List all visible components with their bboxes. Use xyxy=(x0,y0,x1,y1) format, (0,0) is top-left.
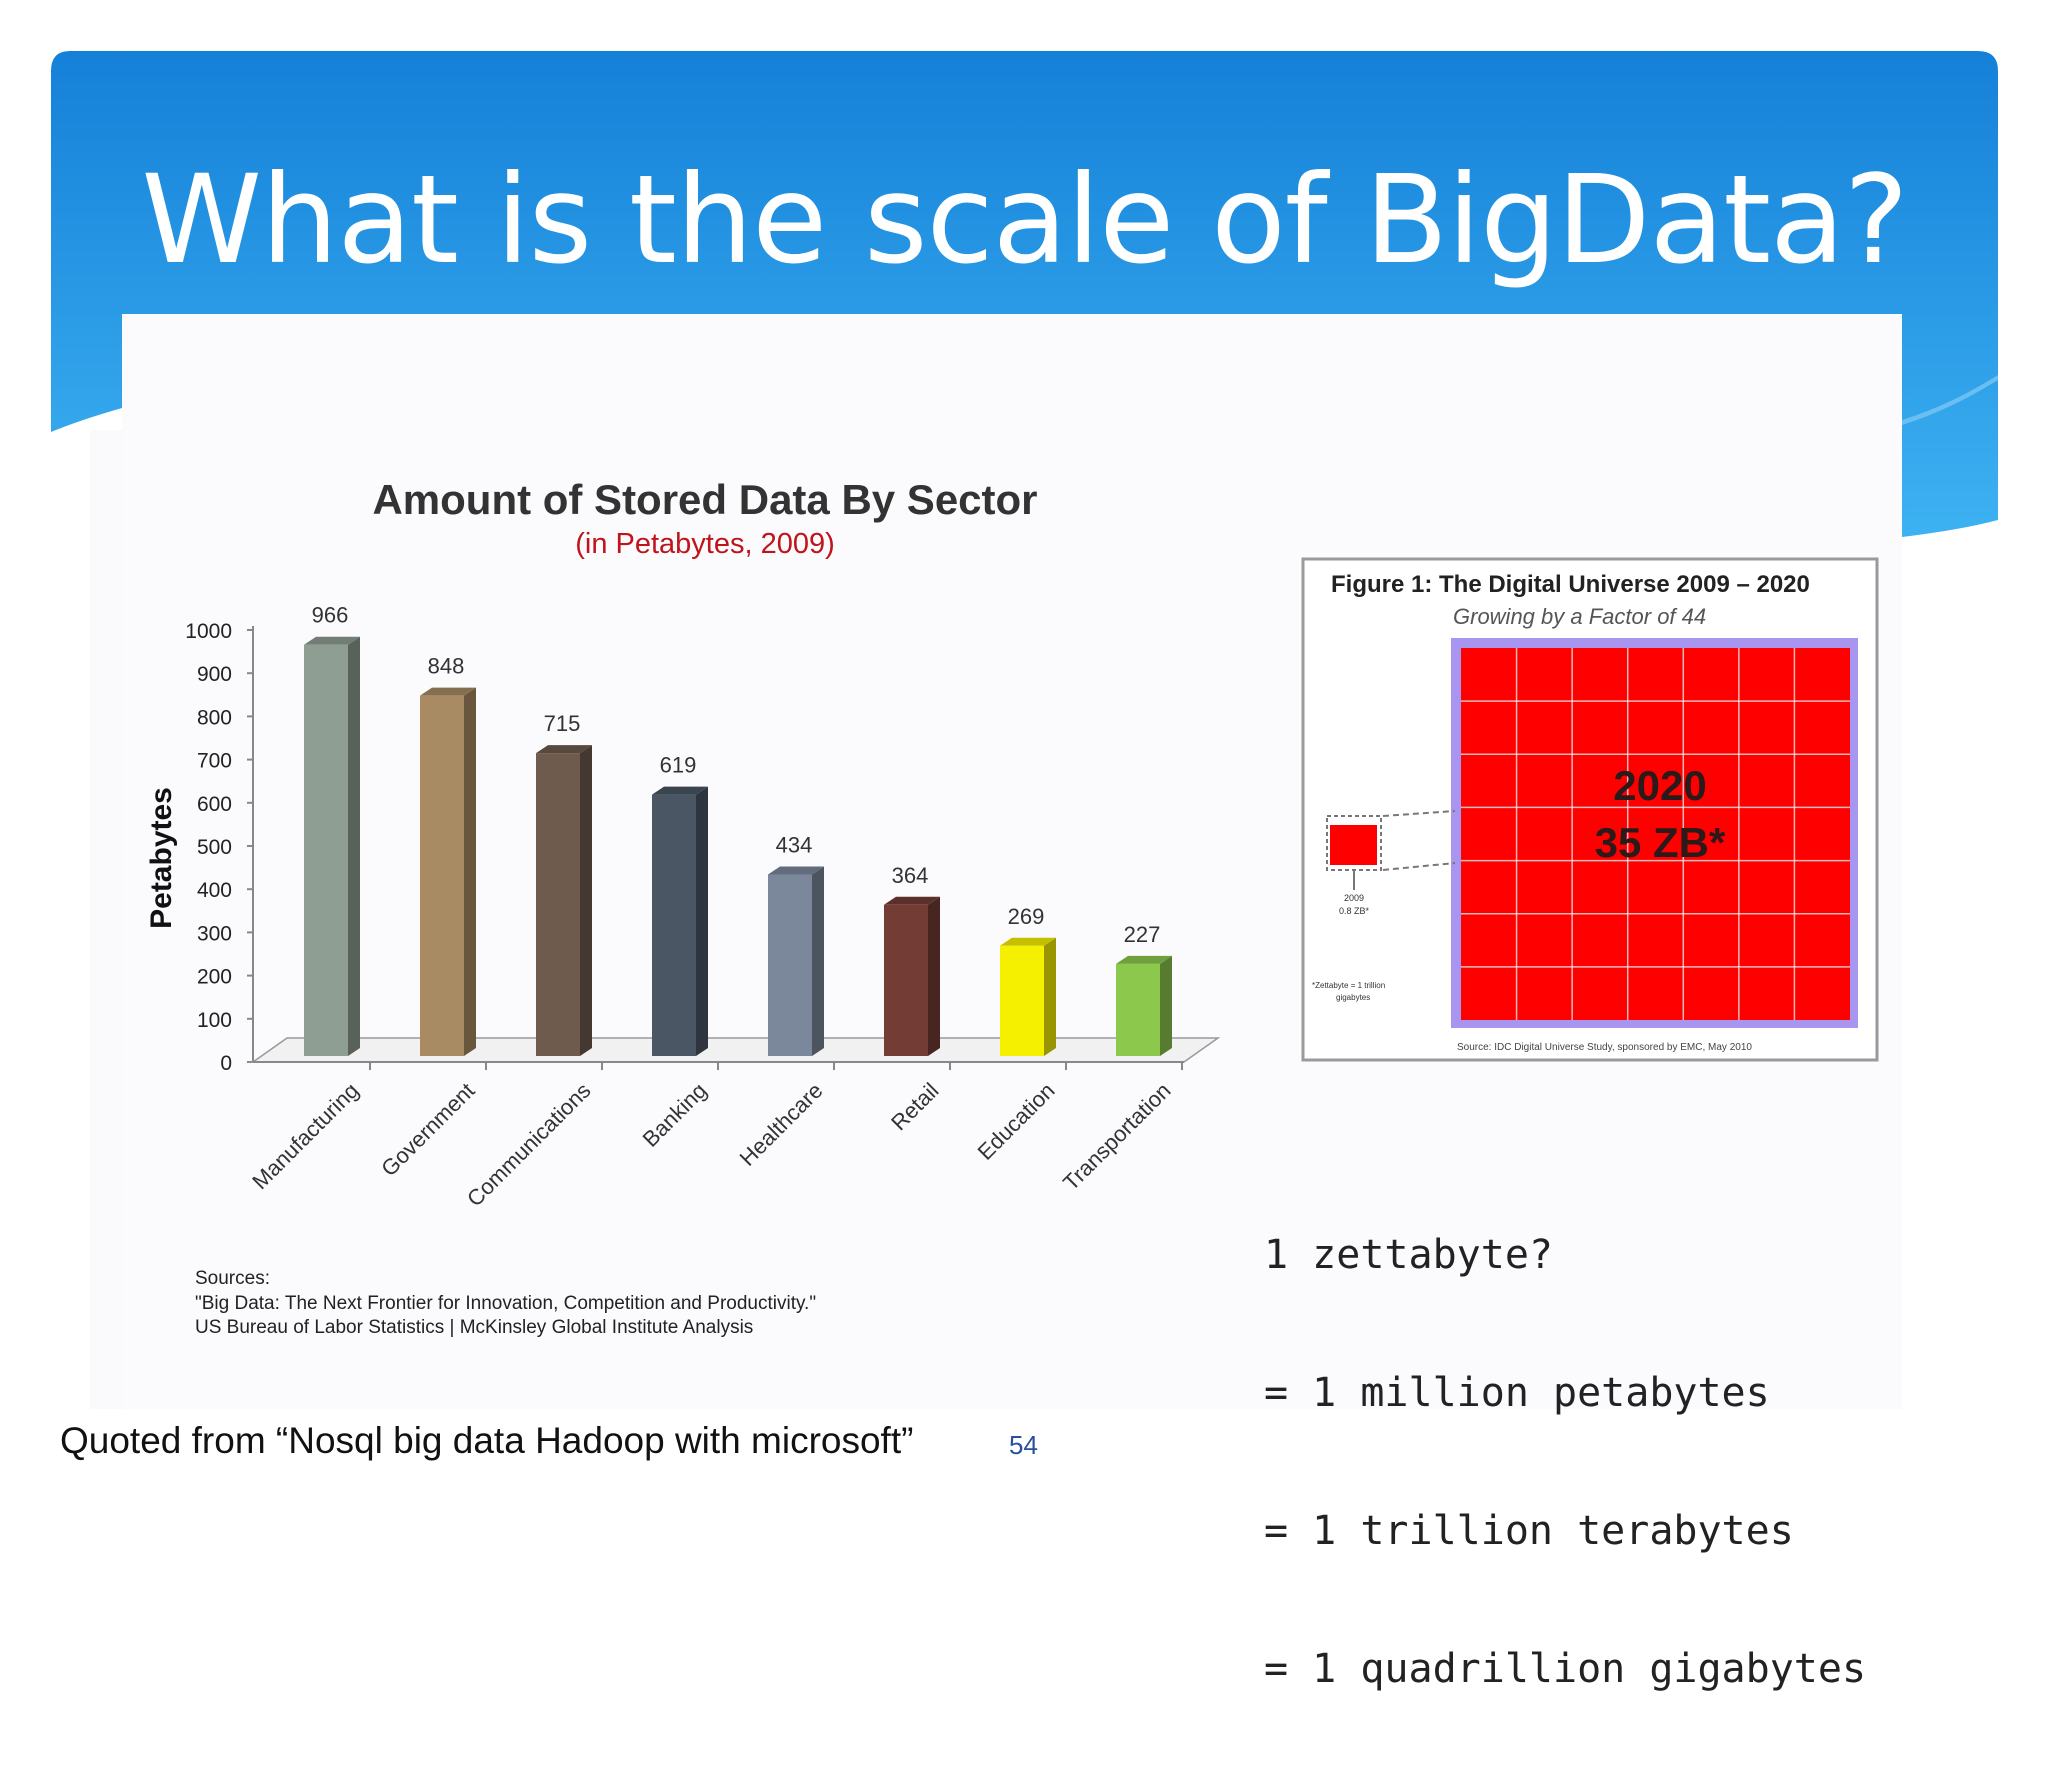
bar xyxy=(652,794,696,1056)
bar-top xyxy=(1116,955,1172,964)
figure-footnote-1: *Zettabyte = 1 trillion xyxy=(1312,981,1385,990)
footer-quote: Quoted from “Nosql big data Hadoop with … xyxy=(60,1420,914,1461)
bar-top xyxy=(652,786,708,795)
y-tick-label: 800 xyxy=(197,706,232,729)
chart-subtitle: (in Petabytes, 2009) xyxy=(575,528,835,560)
bar-side xyxy=(348,636,360,1056)
bar-value-label: 966 xyxy=(312,603,349,628)
bar-side xyxy=(1044,937,1056,1056)
big-block-2020 xyxy=(1461,648,1850,1020)
y-tick-label: 400 xyxy=(197,879,232,902)
bar-top xyxy=(884,896,940,905)
bar xyxy=(768,874,812,1056)
y-axis-label: Petabytes xyxy=(145,787,178,929)
content-panel-left xyxy=(90,430,122,1409)
y-tick-label: 600 xyxy=(197,793,232,816)
bar-value-label: 364 xyxy=(892,863,929,888)
big-block-grid xyxy=(1461,648,1850,1020)
y-tick-label: 1000 xyxy=(185,620,232,643)
figure-footnote-2: gigabytes xyxy=(1336,993,1370,1002)
bar-value-label: 269 xyxy=(1008,904,1045,929)
banner-decor xyxy=(1902,375,1998,425)
big-block-year: 2020 xyxy=(1613,762,1706,809)
y-tick-label: 200 xyxy=(197,966,232,989)
y-tick-label: 500 xyxy=(197,836,232,859)
connector-top xyxy=(1382,810,1456,817)
sources-line-2: "Big Data: The Next Frontier for Innovat… xyxy=(195,1293,816,1314)
bar-value-label: 227 xyxy=(1124,922,1161,947)
zettabyte-line-3: = 1 trillion terabytes xyxy=(1264,1508,1794,1554)
digital-universe-figure: Figure 1: The Digital Universe 2009 – 20… xyxy=(1301,557,1879,1062)
bar xyxy=(1116,963,1160,1056)
bar-top xyxy=(536,745,592,754)
y-tick-label: 300 xyxy=(197,922,232,945)
zettabyte-line-1: 1 zettabyte? xyxy=(1264,1232,1553,1278)
small-block-2009 xyxy=(1330,825,1377,865)
bar xyxy=(420,695,464,1056)
y-tick-label: 700 xyxy=(197,750,232,773)
figure-title: Figure 1: The Digital Universe 2009 – 20… xyxy=(1331,571,1810,598)
bar xyxy=(536,753,580,1056)
sources-line-1: Sources: xyxy=(195,1268,270,1289)
zettabyte-line-4: = 1 quadrillion gigabytes xyxy=(1264,1646,1867,1692)
connector-bottom xyxy=(1382,862,1456,871)
bar-side xyxy=(928,896,940,1056)
page-number: 54 xyxy=(1009,1430,1038,1460)
figure-subtitle: Growing by a Factor of 44 xyxy=(1453,604,1706,629)
bar-chart: Amount of Stored Data By Sector (in Peta… xyxy=(145,476,1221,1338)
zettabyte-definition: 1 zettabyte? = 1 million petabytes = 1 t… xyxy=(1264,1140,1866,1784)
big-block-value: 35 ZB* xyxy=(1595,819,1726,866)
slide: What is the scale of BigData? Amount of … xyxy=(51,51,1998,1692)
chart-title: Amount of Stored Data By Sector xyxy=(372,476,1037,523)
sources-line-3: US Bureau of Labor Statistics | McKinsle… xyxy=(195,1317,753,1338)
bar-top xyxy=(420,687,476,696)
y-tick-label: 900 xyxy=(197,663,232,686)
figure-source: Source: IDC Digital Universe Study, spon… xyxy=(1457,1042,1752,1053)
slide-title: What is the scale of BigData? xyxy=(141,149,1908,291)
bar-side xyxy=(812,866,824,1056)
bar-side xyxy=(696,786,708,1056)
bar-value-label: 715 xyxy=(544,711,581,736)
bar-value-label: 434 xyxy=(776,833,813,858)
small-block-value: 0.8 ZB* xyxy=(1339,906,1370,916)
zettabyte-line-2: = 1 million petabytes xyxy=(1264,1370,1770,1416)
bar-value-label: 619 xyxy=(660,753,697,778)
bar-top xyxy=(1000,937,1056,946)
bar xyxy=(884,904,928,1056)
y-tick-label: 100 xyxy=(197,1009,232,1032)
bar xyxy=(304,644,348,1056)
title-banner xyxy=(51,51,1998,537)
bar-top xyxy=(304,636,360,645)
bar-value-label: 848 xyxy=(428,654,465,679)
bar xyxy=(1000,945,1044,1056)
bar-side xyxy=(464,687,476,1056)
small-block-year: 2009 xyxy=(1344,893,1364,903)
bar-side xyxy=(1160,955,1172,1056)
y-tick-label: 0 xyxy=(220,1052,232,1075)
bar-side xyxy=(580,745,592,1056)
bar-top xyxy=(768,866,824,875)
